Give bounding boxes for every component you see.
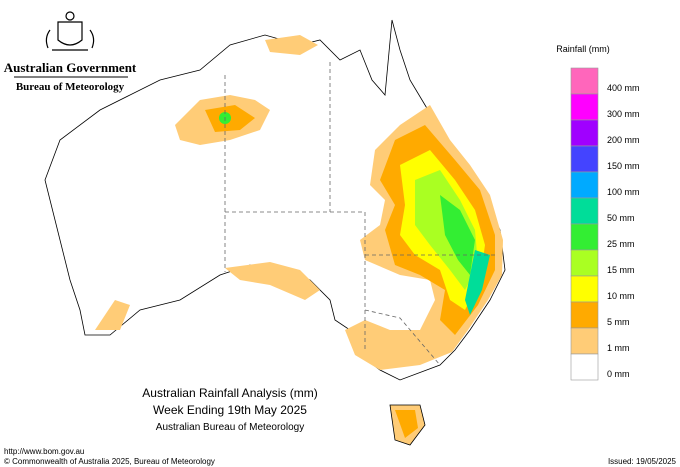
coat-of-arms [45, 11, 95, 51]
legend-swatch [570, 67, 599, 95]
legend-label: 100 mm [607, 187, 640, 197]
legend-label: 15 mm [607, 265, 635, 275]
legend-swatch [570, 93, 599, 121]
legend-label: 200 mm [607, 135, 640, 145]
map-subtitle: Week Ending 19th May 2025 [153, 403, 307, 417]
agency-name: Bureau of Meteorology [16, 81, 125, 93]
legend-swatch [570, 223, 599, 251]
map-source: Australian Bureau of Meteorology [156, 422, 304, 433]
footer-issued: Issued: 19/05/2025 [608, 457, 677, 466]
legend-label: 25 mm [607, 239, 635, 249]
legend-label: 300 mm [607, 109, 640, 119]
legend-swatch [570, 353, 599, 381]
legend-label: 50 mm [607, 213, 635, 223]
legend: Rainfall (mm) 400 mm 300 mm 200 mm 150 mm 10… [556, 44, 640, 381]
legend-swatch [570, 275, 599, 303]
legend-swatch [570, 171, 599, 199]
legend-label: 400 mm [607, 83, 640, 93]
legend-title: Rainfall (mm) [556, 44, 610, 54]
legend-label: 1 mm [607, 343, 630, 353]
legend-swatch [570, 119, 599, 147]
legend-label: 0 mm [607, 369, 630, 379]
legend-label: 150 mm [607, 161, 640, 171]
legend-swatch [570, 249, 599, 277]
map-title: Australian Rainfall Analysis (mm) [142, 386, 317, 400]
legend-swatch [570, 301, 599, 329]
footer-url: http://www.bom.gov.au [4, 447, 84, 456]
footer-copyright: © Commonwealth of Australia 2025, Bureau… [4, 457, 215, 466]
australia-map [44, 19, 506, 446]
legend-label: 10 mm [607, 291, 635, 301]
legend-swatch [570, 327, 599, 355]
legend-swatch [570, 197, 599, 225]
legend-swatch [570, 145, 599, 173]
legend-label: 5 mm [607, 317, 630, 327]
government-name: Australian Government [4, 60, 137, 75]
